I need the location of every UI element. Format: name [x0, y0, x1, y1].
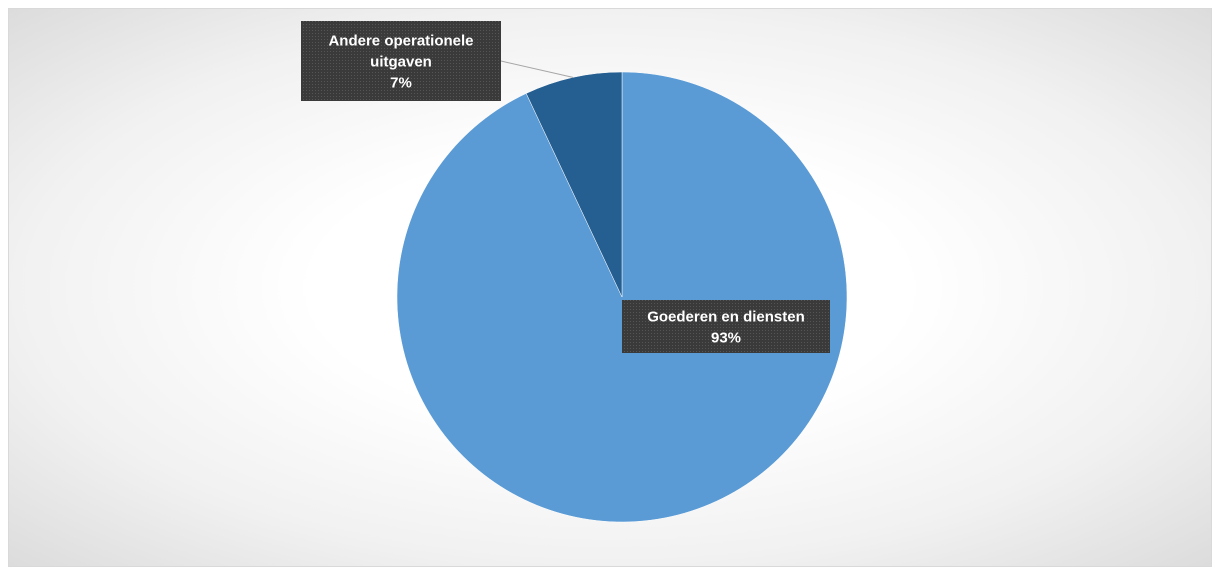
value-label-andere-operationele-uitgaven: 7% [390, 75, 412, 92]
label-box-goederen-en-diensten [622, 300, 830, 353]
category-label-andere-operationele-uitgaven: Andere operationele [328, 33, 473, 50]
value-label-goederen-en-diensten: 93% [711, 330, 741, 347]
pie-labels: Goederen en diensten 93% Andere operatione… [301, 21, 830, 353]
pie-chart: Goederen en diensten 93% Andere operatione… [301, 21, 848, 523]
leader-line-andere-operationele-uitgaven [500, 60, 574, 78]
category-label-andere-operationele-uitgaven: uitgaven [370, 54, 432, 71]
data-label-goederen-en-diensten: Goederen en diensten 93% [622, 300, 830, 353]
chart-area: Goederen en diensten 93% Andere operatione… [8, 8, 1212, 567]
category-label-goederen-en-diensten: Goederen en diensten [647, 309, 805, 326]
data-label-andere-operationele-uitgaven: Andere operationele uitgaven 7% [301, 21, 501, 101]
pie-slice-andere-operationele-uitgaven [525, 71, 623, 298]
label-box-andere-operationele-uitgaven [301, 21, 501, 101]
pie-slices [396, 71, 848, 523]
